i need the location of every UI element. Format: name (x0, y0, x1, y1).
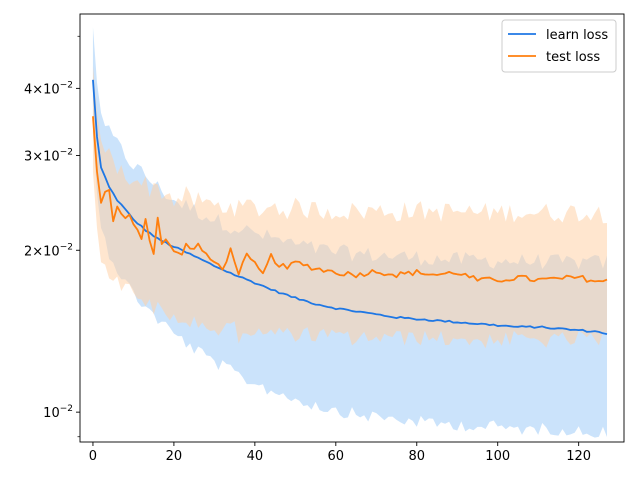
y-axis: 10−2 2×10−2 3×10−2 4×10−2 (24, 35, 80, 438)
x-axis: 0 20 40 60 80 100 120 (89, 442, 591, 464)
learn-loss-line (92, 79, 608, 335)
x-tick-label: 40 (247, 449, 264, 464)
x-tick-label: 80 (408, 449, 425, 464)
y-tick-label: 4×10−2 (24, 80, 73, 97)
y-tick-label: 10−2 (43, 404, 73, 421)
test-loss-band (92, 66, 607, 349)
plot-area (92, 27, 608, 438)
x-tick-label: 20 (166, 449, 183, 464)
legend-box (501, 19, 617, 73)
x-tick-label: 60 (328, 449, 345, 464)
axes-frame (79, 13, 625, 443)
y-tick-label: 3×10−2 (24, 148, 73, 165)
test-loss-line (92, 116, 608, 283)
x-tick-label: 0 (89, 449, 97, 464)
legend: learn loss test loss (501, 19, 617, 73)
x-tick-label: 100 (485, 449, 510, 464)
y-tick-label: 2×10−2 (24, 242, 73, 259)
legend-label: test loss (546, 50, 600, 65)
legend-label: learn loss (546, 28, 608, 43)
x-tick-label: 120 (566, 449, 591, 464)
